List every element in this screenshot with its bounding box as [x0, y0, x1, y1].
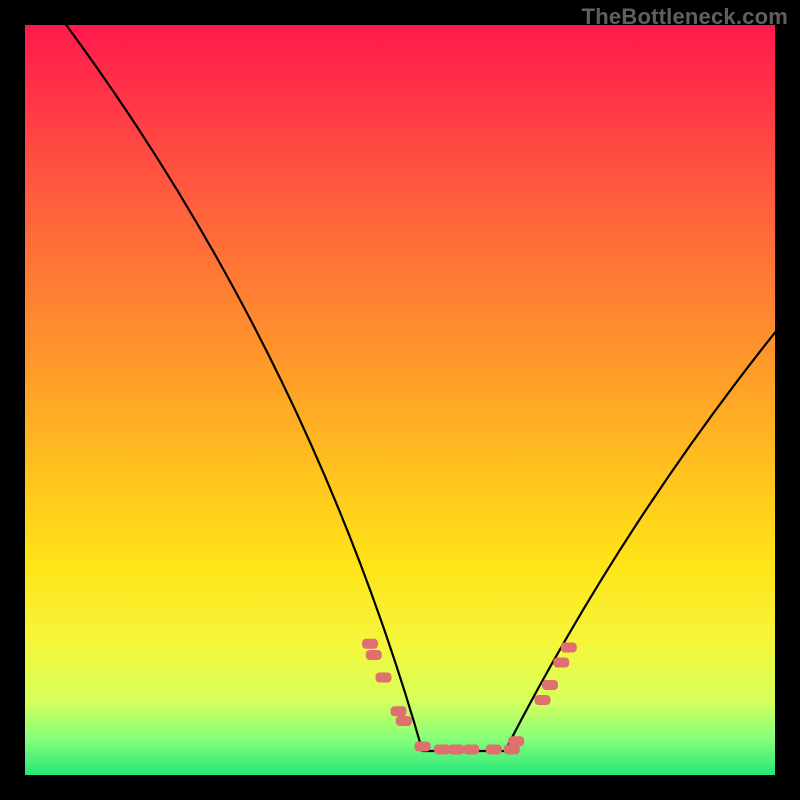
data-marker [396, 716, 412, 726]
data-marker [463, 745, 479, 755]
data-marker [448, 745, 464, 755]
data-marker [376, 673, 392, 683]
data-marker [553, 658, 569, 668]
chart-background [25, 25, 775, 775]
data-marker [362, 639, 378, 649]
data-marker [434, 745, 450, 755]
data-marker [415, 742, 431, 752]
data-marker [486, 745, 502, 755]
data-marker [391, 706, 407, 716]
data-marker [561, 643, 577, 653]
data-marker [366, 650, 382, 660]
gradient-curve-chart [25, 25, 775, 775]
plot-area [25, 25, 775, 775]
chart-frame: TheBottleneck.com [0, 0, 800, 800]
data-marker [542, 680, 558, 690]
data-marker [535, 695, 551, 705]
data-marker [508, 736, 524, 746]
